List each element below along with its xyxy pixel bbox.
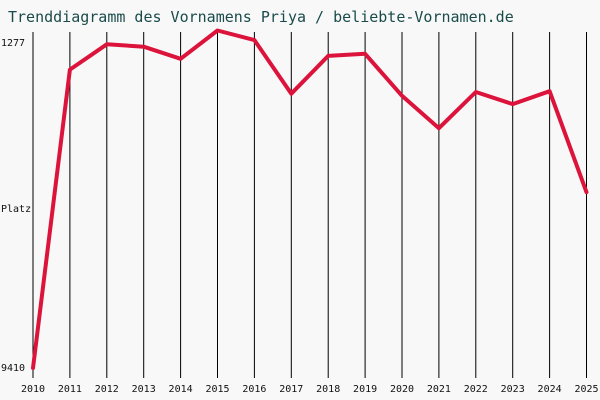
x-tick-2021: 2021 bbox=[427, 384, 451, 395]
y-axis-label: Platz bbox=[1, 204, 31, 215]
x-tick-2025: 2025 bbox=[574, 384, 598, 395]
vertical-grid bbox=[32, 32, 587, 378]
chart-title: Trenddiagramm des Vornamens Priya / beli… bbox=[8, 8, 514, 26]
x-tick-2013: 2013 bbox=[132, 384, 156, 395]
series-line bbox=[31, 28, 589, 370]
x-tick-2014: 2014 bbox=[169, 384, 193, 395]
x-tick-2010: 2010 bbox=[21, 384, 45, 395]
x-tick-2018: 2018 bbox=[316, 384, 340, 395]
x-tick-2024: 2024 bbox=[538, 384, 562, 395]
x-tick-2012: 2012 bbox=[95, 384, 119, 395]
x-tick-2015: 2015 bbox=[205, 384, 229, 395]
x-tick-2022: 2022 bbox=[464, 384, 488, 395]
x-tick-2019: 2019 bbox=[353, 384, 377, 395]
x-tick-2011: 2011 bbox=[58, 384, 82, 395]
x-tick-2020: 2020 bbox=[390, 384, 414, 395]
y-tick-bottom: 9410 bbox=[1, 363, 25, 374]
x-tick-2016: 2016 bbox=[242, 384, 266, 395]
x-axis-ticks: 2010 2011 2012 2013 2014 2015 2016 2017 2018 2019… bbox=[21, 384, 599, 395]
x-tick-2023: 2023 bbox=[501, 384, 525, 395]
y-tick-top: 1277 bbox=[1, 38, 25, 49]
x-tick-2017: 2017 bbox=[279, 384, 303, 395]
